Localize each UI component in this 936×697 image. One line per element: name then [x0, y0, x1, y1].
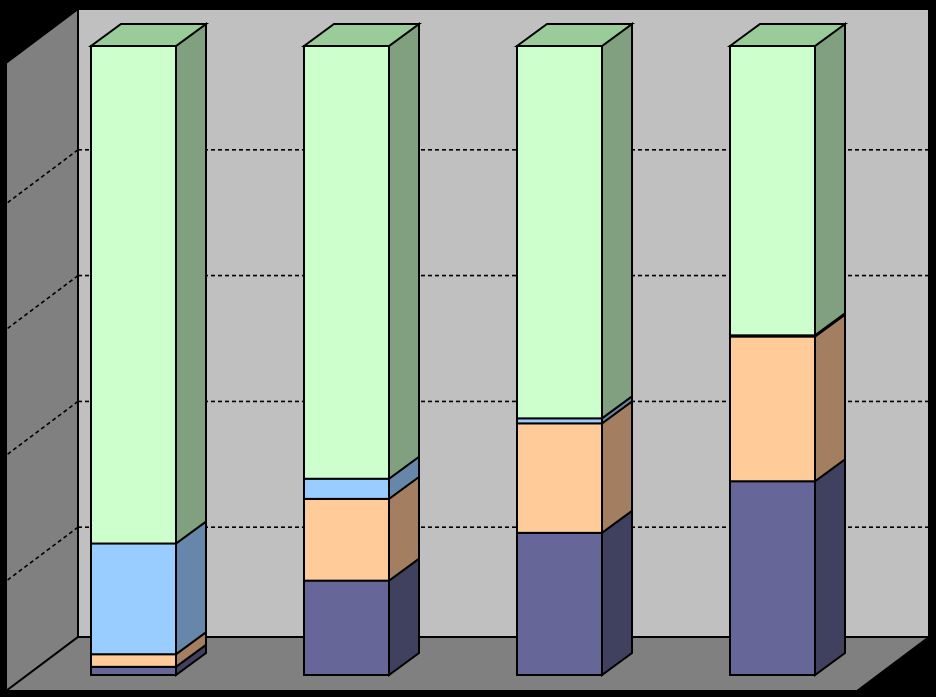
bar-segment-side	[601, 508, 633, 677]
bar-segment-side	[814, 22, 846, 338]
bar-segment-front	[729, 45, 816, 337]
gridline-side	[5, 400, 79, 457]
bar-top	[87, 23, 210, 47]
bar-top	[513, 23, 636, 47]
bar-segment-side	[814, 457, 846, 677]
bar-segment-front	[303, 45, 390, 480]
bar-segment-front	[90, 653, 177, 668]
floor	[2, 636, 932, 692]
bar-segment-front	[90, 542, 177, 656]
bar-stack	[513, 22, 636, 677]
bar-segment-side	[601, 22, 633, 421]
bar-segment-side	[388, 22, 420, 481]
bar-segment-front	[90, 45, 177, 545]
bar-stack	[87, 22, 210, 677]
bar-stack	[300, 22, 423, 677]
bar-top	[726, 23, 849, 47]
bar-segment-front	[729, 335, 816, 483]
side-wall	[5, 7, 79, 693]
bar-segment-front	[729, 480, 816, 676]
bar-stack	[726, 22, 849, 677]
bar-segment-front	[516, 422, 603, 534]
bars	[87, 22, 849, 677]
bar-segment-front	[90, 665, 177, 676]
bar-segment-side	[175, 22, 207, 546]
bar-segment-front	[516, 531, 603, 677]
bar-segment-front	[303, 497, 390, 582]
bar-segment-side	[814, 312, 846, 484]
gridline-side	[5, 274, 79, 331]
bar-segment-front	[516, 45, 603, 420]
bar-segment-front	[303, 477, 390, 500]
bar-top	[300, 23, 423, 47]
bar-segment-front	[303, 579, 390, 677]
gridline-side	[5, 149, 79, 205]
gridline-side	[5, 526, 79, 582]
